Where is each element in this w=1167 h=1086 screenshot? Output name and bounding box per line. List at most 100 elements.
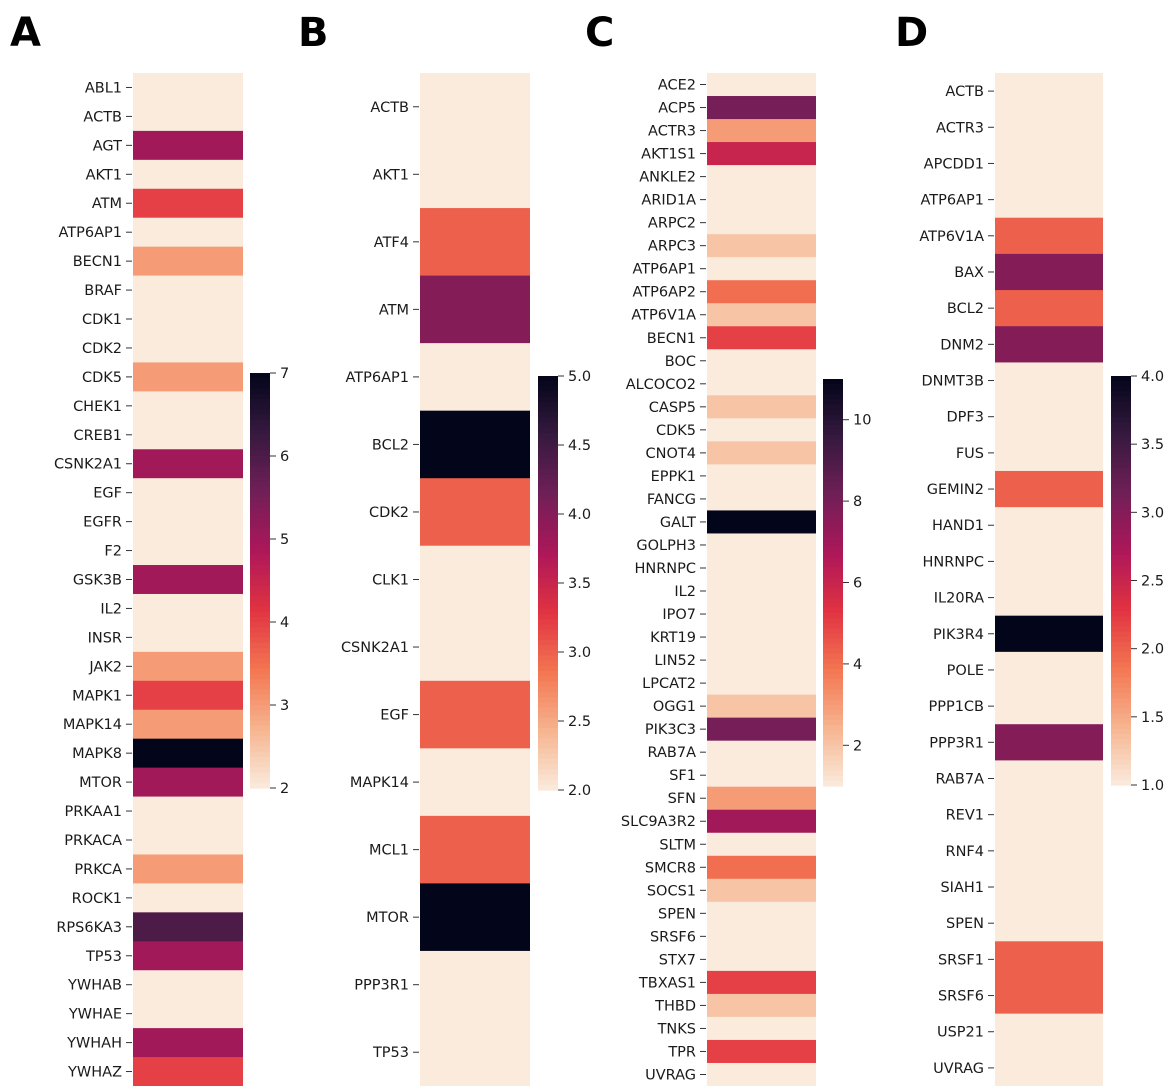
colorbar-segment-b [538,717,558,724]
heatmap-panel-a: ABL1 ACTB AGT AKT1 ATM ATP6AP1 BECN1 BRAF CDK1 CD… [54,73,289,1086]
colorbar-tick-label-c: 4 [853,657,862,673]
colorbar-segment-b [538,422,558,429]
colorbar-segment-c [823,694,843,701]
colorbar-segment-d [1111,376,1131,382]
heatmap-cell-d-usp21 [995,1013,1103,1051]
row-label-b-mtor: MTOR [366,910,409,926]
heatmap-cell-c-akt1s1 [707,142,816,166]
row-label-c-cnot4: CNOT4 [646,446,696,462]
heatmap-panel-c: ACE2 ACP5 ACTR3 AKT1S1 ANKLE2 ARID1A ARPC2 ARPC… [621,73,871,1086]
colorbar-segment-a [250,523,270,530]
heatmap-cell-c-eppk1 [707,464,816,489]
colorbar-segment-c [823,389,843,395]
colorbar-segment-c [823,668,843,675]
colorbar-segment-a [250,492,270,499]
colorbar-b: 2.0 2.5 3.0 3.5 4.0 4.5 5.0 [538,369,591,799]
heatmap-cell-c-socs1 [707,878,816,903]
colorbar-d: 1.0 1.5 2.0 2.5 3.0 3.5 4.0 [1111,369,1164,794]
colorbar-segment-d [1111,657,1131,663]
colorbar-segment-d [1111,447,1131,454]
colorbar-segment-c [823,613,843,619]
row-label-b-mcl1: MCL1 [369,843,409,859]
colorbar-segment-d [1111,452,1131,459]
colorbar-segment-c [823,551,843,558]
row-label-a-akt1: AKT1 [86,167,122,183]
heatmap-cell-d-dpf3 [995,398,1103,436]
row-label-a-tp53: TP53 [85,949,122,965]
colorbar-segment-a [250,725,270,732]
colorbar-segment-a [250,424,270,431]
colorbar-segment-b [538,603,558,610]
colorbar-segment-c [823,496,843,502]
heatmap-cell-a-prkaa1 [133,796,243,827]
colorbar-segment-c [823,755,843,762]
colorbar-tick-label-c: 2 [853,738,862,754]
colorbar-segment-c [823,765,843,772]
colorbar-tick-label-a: 6 [280,449,289,465]
heatmap-cell-d-hand1 [995,507,1103,544]
colorbar-segment-c [823,714,843,721]
colorbar-segment-c [823,379,843,385]
heatmap-cell-a-becn1 [133,246,243,277]
colorbar-segment-d [1111,662,1131,669]
colorbar-segment-c [823,582,843,589]
colorbar-segment-b [538,645,558,651]
heatmap-cell-b-tp53 [420,1018,530,1086]
colorbar-segment-d [1111,595,1131,602]
row-label-a-prkca: PRKCA [74,862,122,878]
colorbar-tick-label-d: 4.0 [1141,369,1164,385]
colorbar-segment-c [823,521,843,528]
row-label-d-atp6ap1: ATP6AP1 [920,193,984,209]
colorbar-segment-a [250,388,270,395]
heatmap-cell-c-thbd [707,993,816,1018]
heatmap-cell-a-mapk8 [133,738,243,769]
colorbar-segment-d [1111,774,1131,781]
colorbar-segment-a [250,539,270,545]
colorbar-segment-a [250,663,270,670]
colorbar-segment-a [250,684,270,691]
colorbar-segment-d [1111,616,1131,622]
row-label-a-mapk8: MAPK8 [72,746,122,762]
colorbar-segment-c [823,541,843,548]
colorbar-tick-label-b: 4.0 [568,507,591,523]
heatmap-cell-d-apcdd1 [995,145,1103,183]
row-label-c-becn1: BECN1 [647,331,696,347]
row-label-a-becn1: BECN1 [73,254,122,270]
colorbar-segment-a [250,585,270,592]
row-label-a-f2: F2 [104,544,122,560]
colorbar-segment-c [823,384,843,390]
colorbar-segment-a [250,404,270,410]
heatmap-panel-d: ACTB ACTR3 APCDD1 ATP6AP1 ATP6V1A BAX BCL2 DNM2… [919,73,1164,1086]
colorbar-segment-c [823,719,843,726]
colorbar-segment-c [823,663,843,670]
colorbar-segment-d [1111,386,1131,392]
heatmap-cell-c-casp5 [707,395,816,419]
heatmap-cell-a-actb [133,101,243,132]
colorbar-segment-b [538,738,558,745]
row-label-d-usp21: USP21 [937,1025,984,1041]
colorbar-tick-label-d: 1.5 [1141,710,1164,726]
row-label-b-mapk14: MAPK14 [350,775,409,791]
heatmap-cell-a-gsk3b [133,565,243,595]
row-label-b-cdk2: CDK2 [369,505,409,521]
row-label-a-creb1: CREB1 [73,428,122,444]
colorbar-segment-b [538,608,558,615]
row-label-c-hnrnpc: HNRNPC [634,561,696,577]
row-label-c-socs1: SOCS1 [647,883,696,899]
colorbar-segment-b [538,453,558,460]
colorbar-segment-c [823,434,843,441]
heatmap-cell-d-actr3 [995,109,1103,146]
heatmap-cell-c-lin52 [707,648,816,673]
heatmap-cell-a-prkaca [133,825,243,856]
colorbar-tick-label-b: 5.0 [568,369,591,385]
colorbar-segment-d [1111,692,1131,699]
colorbar-segment-a [250,378,270,384]
row-label-c-krt19: KRT19 [650,630,696,646]
colorbar-segment-b [538,686,558,693]
colorbar-segment-b [538,484,558,491]
colorbar-segment-a [250,570,270,576]
row-label-d-pik3r4: PIK3R4 [933,627,984,643]
colorbar-segment-a [250,689,270,696]
colorbar-segment-a [250,637,270,644]
colorbar-segment-a [250,445,270,452]
